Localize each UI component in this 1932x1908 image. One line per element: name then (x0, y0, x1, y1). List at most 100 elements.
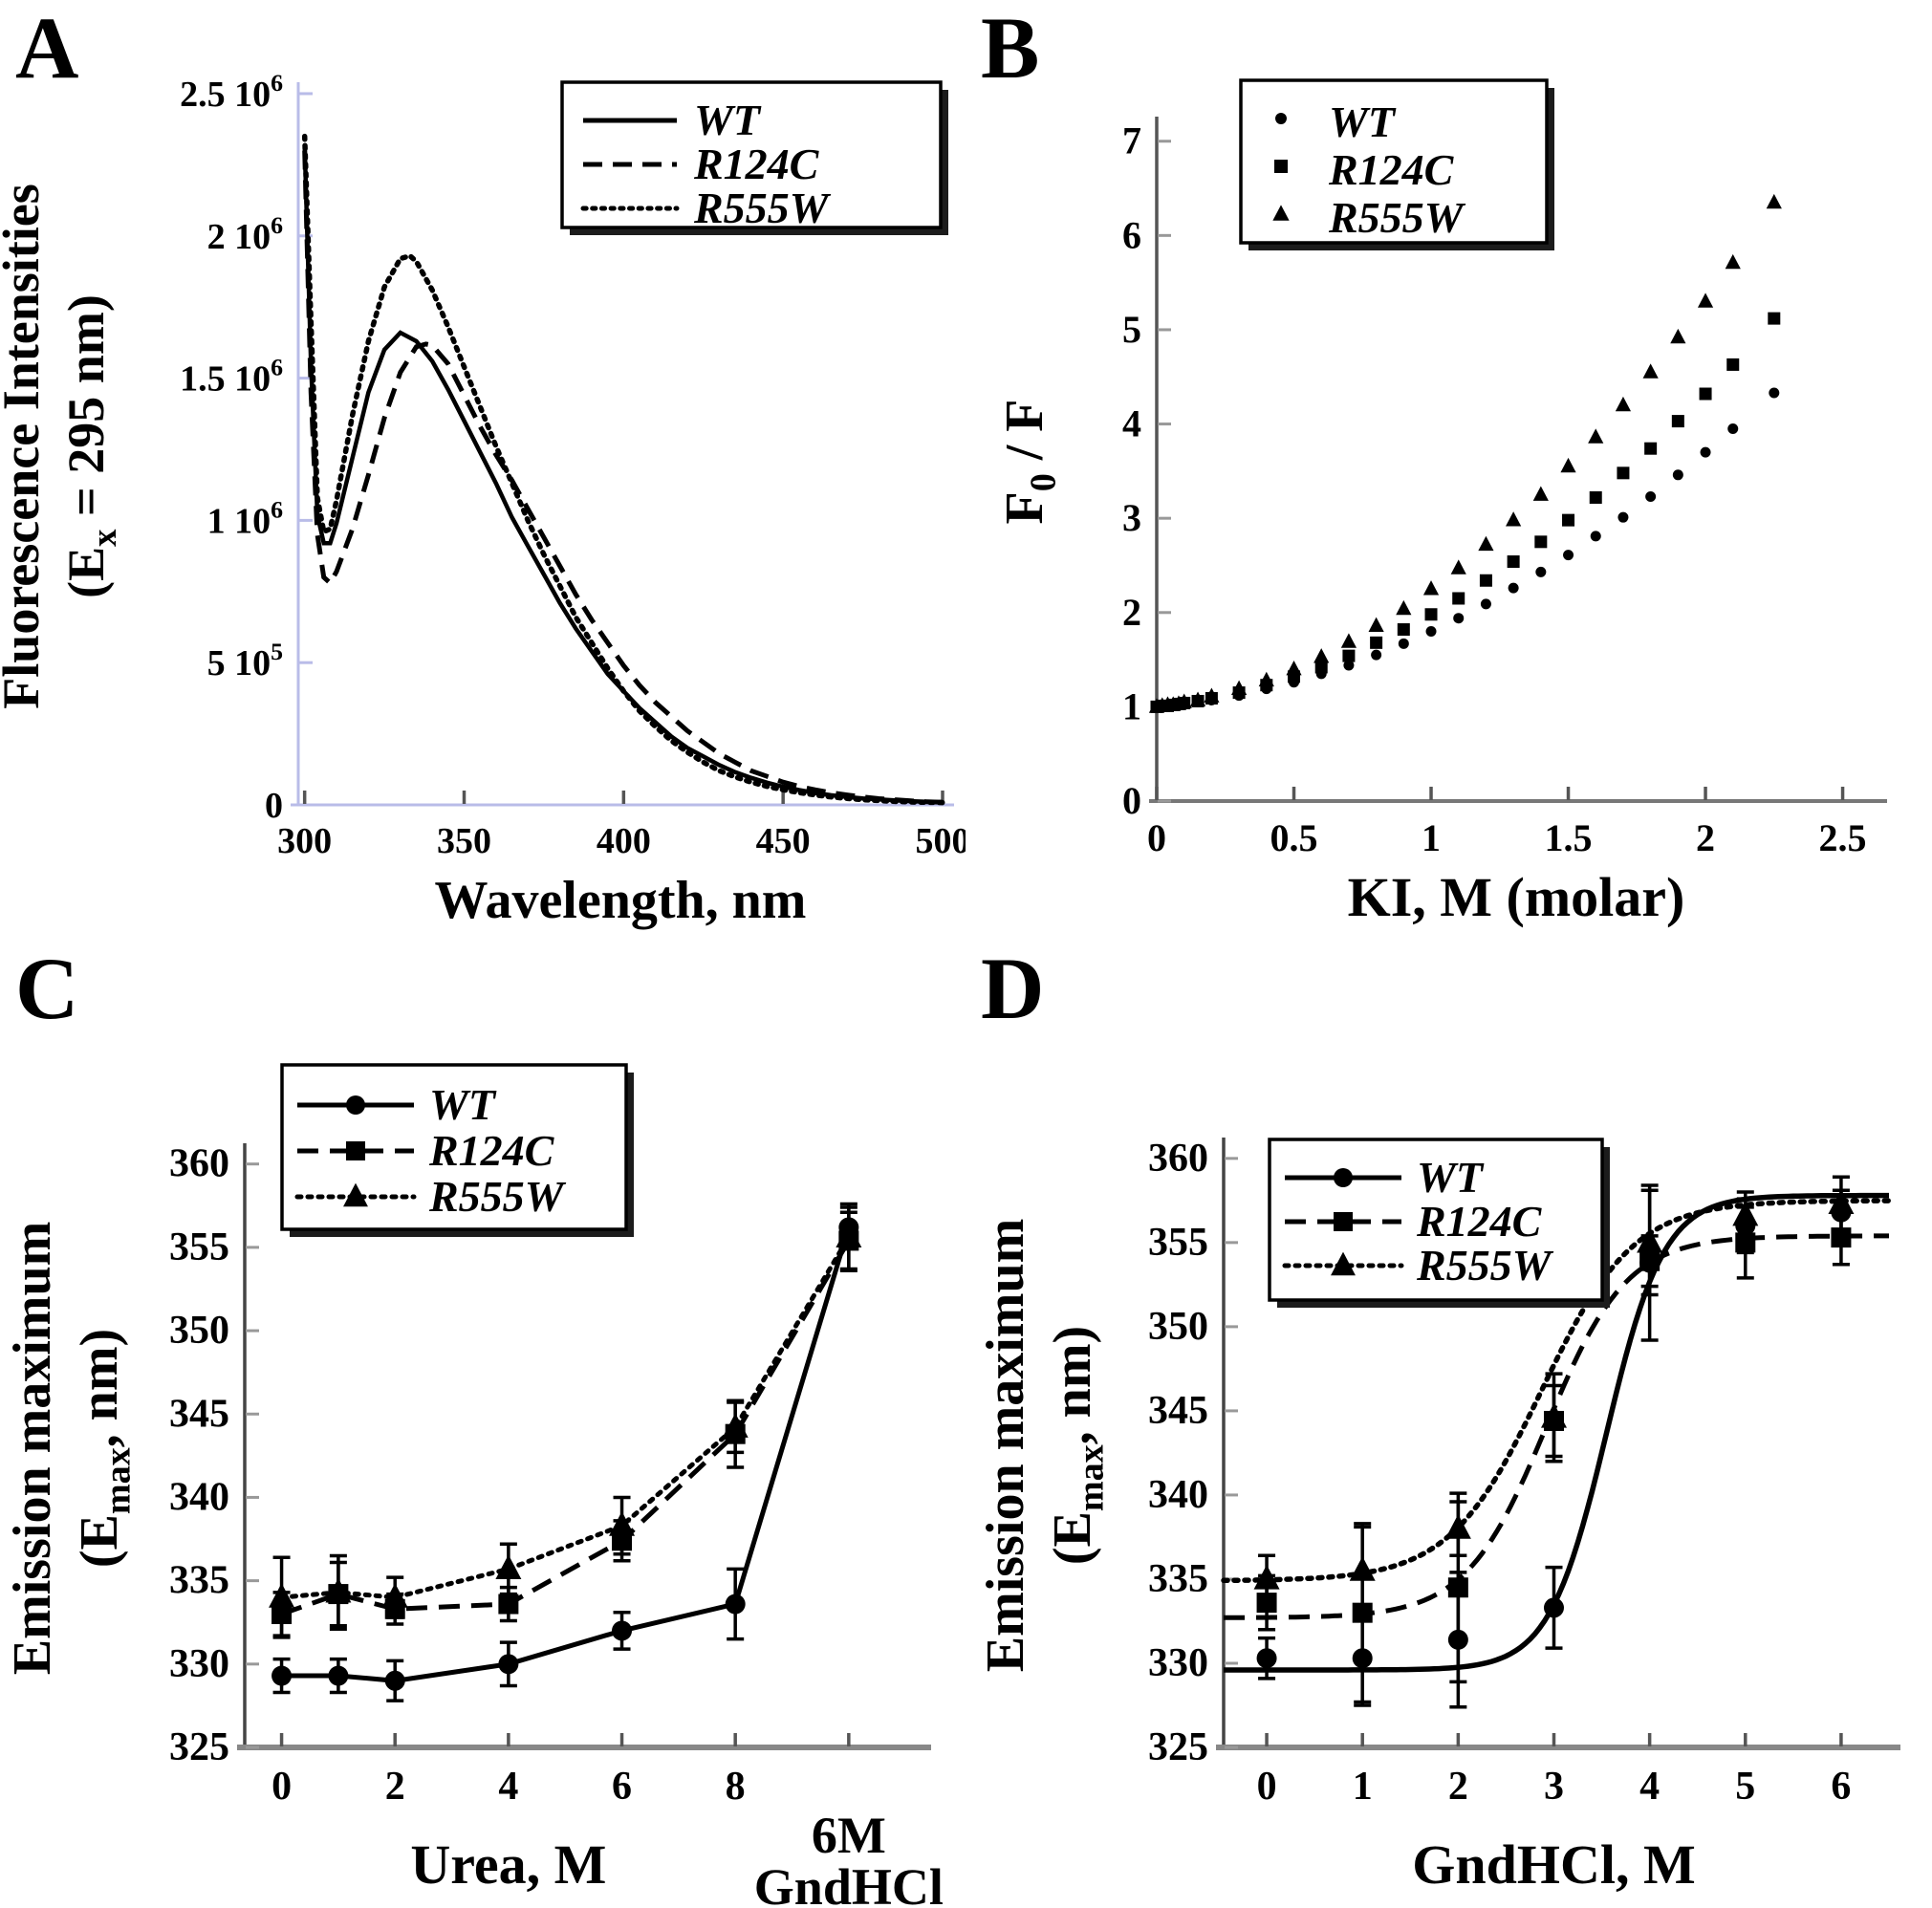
y-tick-label: 0 (265, 786, 283, 826)
y-tick-label: 345 (169, 1392, 229, 1436)
y-axis-title: Emission maximum (3, 1222, 62, 1676)
y-tick-label: 5 (1122, 308, 1141, 351)
x-axis-title: GndHCl, M (1412, 1833, 1696, 1896)
y-tick-label: 1 106 (207, 495, 284, 541)
x-tick-label: 4 (498, 1765, 518, 1809)
x-axis-title: Wavelength, nm (435, 871, 807, 930)
panel-d-label: D (981, 940, 1045, 1037)
series-r555w-fit (1221, 1198, 1892, 1584)
y-axis-title: Fluorescence Intensities (0, 184, 50, 708)
x-tick-label: 2 (1696, 816, 1715, 859)
x-tick-label: 0 (1257, 1765, 1277, 1809)
series-r124c (1150, 312, 1781, 713)
panel-B-axes: 0 1 2 3 4 5 6 7 0 0.5 1 1.5 2 2.5 KI, M (molar) F0 / F (995, 117, 1887, 928)
y-tick-label: 5 105 (207, 638, 283, 683)
panel-c-label: C (15, 940, 79, 1037)
x-tick-label: 450 (756, 821, 811, 861)
y-tick-label: 325 (169, 1725, 229, 1769)
x-tick-label: 400 (597, 821, 651, 861)
x-annotation: 6M (812, 1807, 886, 1864)
panel-b-label: B (981, 0, 1040, 97)
x-tick-label: 3 (1544, 1765, 1564, 1809)
y-tick-label: 330 (169, 1642, 229, 1686)
series-r555w (1148, 193, 1782, 713)
panel-D-series (1221, 1175, 1892, 1709)
y-tick-label: 340 (1148, 1473, 1208, 1517)
legend-label-r124c: R124C (693, 140, 820, 188)
y-axis-title: F0 / F (995, 399, 1063, 524)
y-tick-label: 2.5 106 (180, 69, 283, 115)
x-tick-label: 6 (1831, 1765, 1851, 1809)
x-tick-label: 500 (916, 821, 966, 861)
y-axis-title: Emission maximum (976, 1219, 1035, 1673)
legend-label-wt: WT (429, 1080, 497, 1129)
y-tick-label: 330 (1148, 1641, 1208, 1685)
x-tick-label: 6 (612, 1765, 632, 1809)
y-tick-label: 335 (169, 1559, 229, 1603)
panel-c-plot: 325 330 335 340 345 350 355 360 0 2 4 6 8 Urea, M Emis… (3, 1063, 944, 1908)
y-tick-label: 2 (1122, 591, 1141, 634)
x-tick-label: 2 (385, 1765, 405, 1809)
panel-a-label: A (15, 0, 79, 97)
panel-C-axes: 325 330 335 340 345 350 355 360 0 2 4 6 8 Urea, M Emis… (3, 1142, 944, 1908)
legend-label-r555w: R555W (428, 1172, 567, 1221)
y-tick-label: 345 (1148, 1389, 1208, 1433)
legend-label-r124c: R124C (1416, 1197, 1543, 1246)
series-r555w (1253, 1175, 1855, 1616)
y-tick-label: 355 (1148, 1221, 1208, 1265)
y-tick-label: 1 (1122, 684, 1141, 727)
y-tick-label: 340 (169, 1475, 229, 1519)
x-tick-label: 1 (1422, 816, 1441, 859)
x-tick-label: 2 (1448, 1765, 1468, 1809)
x-annotation: GndHCl (754, 1858, 944, 1908)
x-tick-label: 0.5 (1270, 816, 1318, 859)
x-tick-label: 2.5 (1819, 816, 1867, 859)
series-wt (302, 144, 944, 805)
legend-label-r124c: R124C (1328, 145, 1455, 194)
x-tick-label: 1 (1353, 1765, 1373, 1809)
y-axis-title: (Emax, nm) (70, 1329, 138, 1568)
series-r555w (301, 133, 945, 806)
legend-label-r124c: R124C (428, 1126, 555, 1175)
y-tick-label: 360 (1148, 1137, 1208, 1181)
y-tick-label: 4 (1122, 402, 1141, 445)
x-tick-label: 5 (1735, 1765, 1755, 1809)
x-tick-label: 1.5 (1545, 816, 1593, 859)
y-tick-label: 325 (1148, 1725, 1208, 1769)
series-wt (1151, 387, 1780, 712)
series-r124c (271, 1210, 859, 1637)
y-tick-label: 0 (1122, 779, 1141, 822)
legend-label-r555w: R555W (693, 184, 832, 232)
panel-b-plot: 0 1 2 3 4 5 6 7 0 0.5 1 1.5 2 2.5 KI, M (molar) F0 / F W… (995, 78, 1887, 928)
legend-label-wt: WT (1417, 1153, 1485, 1202)
y-tick-label: 335 (1148, 1557, 1208, 1601)
x-tick-label: 0 (1147, 816, 1166, 859)
y-axis-title: (Emax, nm) (1043, 1326, 1111, 1565)
legend-label-wt: WT (694, 96, 762, 144)
panel-C-series (269, 1202, 862, 1702)
legend-label-r555w: R555W (1416, 1241, 1554, 1290)
y-tick-label: 360 (169, 1142, 229, 1186)
legend-label-wt: WT (1329, 98, 1397, 146)
y-axis-title: (Ex = 295 nm) (57, 294, 123, 598)
y-tick-label: 2 106 (207, 211, 284, 257)
x-axis-title: Urea, M (410, 1833, 606, 1896)
x-tick-label: 8 (726, 1765, 746, 1809)
y-tick-label: 355 (169, 1225, 229, 1269)
panel-A-series (301, 133, 945, 806)
series-wt (271, 1205, 859, 1702)
y-tick-label: 7 (1122, 119, 1141, 163)
legend-label-r555w: R555W (1328, 193, 1466, 242)
y-tick-label: 3 (1122, 496, 1141, 539)
x-tick-label: 350 (437, 821, 491, 861)
x-tick-label: 300 (277, 821, 332, 861)
